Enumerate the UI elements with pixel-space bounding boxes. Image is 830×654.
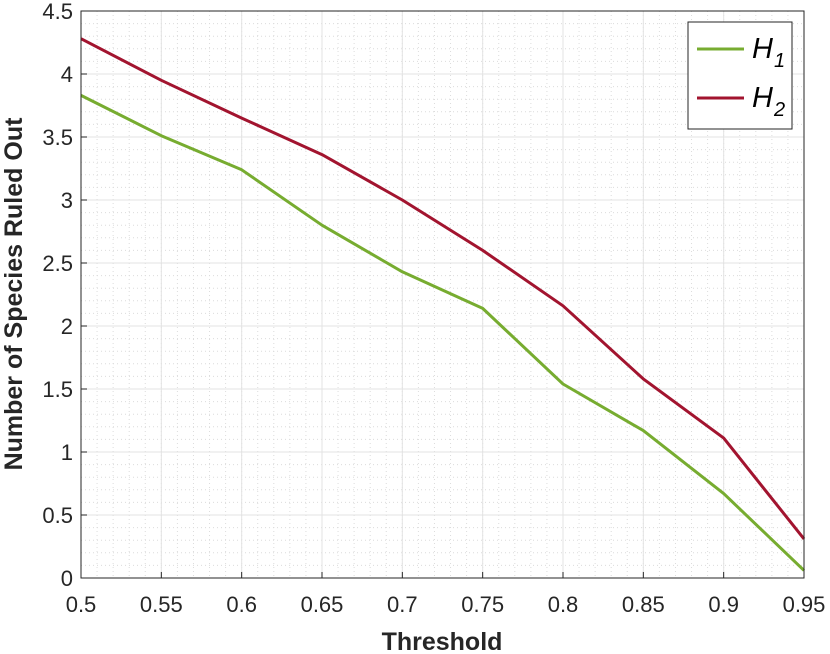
x-tick-label: 0.85 <box>622 592 665 617</box>
x-axis-ticks: 0.5 0.55 0.6 0.65 0.7 0.75 0.8 0.85 0.9 0.95 <box>66 572 826 617</box>
x-tick-label: 0.6 <box>226 592 257 617</box>
y-tick-label: 4.5 <box>42 0 73 24</box>
y-tick-label: 1 <box>61 440 73 465</box>
x-tick-label: 0.9 <box>708 592 739 617</box>
x-axis-title: Threshold <box>382 628 503 654</box>
y-tick-label: 2.5 <box>42 251 73 276</box>
y-tick-label: 4 <box>61 62 73 87</box>
y-axis-title: Number of Species Ruled Out <box>0 117 28 471</box>
y-tick-label: 0.5 <box>42 503 73 528</box>
legend-box <box>687 21 793 130</box>
y-tick-label: 0 <box>61 566 73 591</box>
legend: H1 H2 <box>687 21 793 130</box>
minor-grid <box>80 10 805 579</box>
y-axis-ticks: 0 0.5 1 1.5 2 2.5 3 3.5 4 4.5 <box>42 0 87 591</box>
series-line-h2 <box>80 37 806 540</box>
series-layer <box>80 37 806 572</box>
x-tick-label: 0.7 <box>387 592 418 617</box>
legend-label-h2: H2 <box>752 82 785 121</box>
major-grid <box>80 10 805 579</box>
x-tick-label: 0.55 <box>140 592 183 617</box>
x-tick-label: 0.5 <box>66 592 97 617</box>
y-tick-label: 3.5 <box>42 125 73 150</box>
x-tick-label: 0.65 <box>301 592 344 617</box>
y-tick-label: 1.5 <box>42 377 73 402</box>
x-tick-label: 0.75 <box>461 592 504 617</box>
y-tick-label: 2 <box>61 314 73 339</box>
plot-frame <box>80 10 805 579</box>
series-line-h1 <box>80 94 806 572</box>
x-tick-label: 0.8 <box>548 592 579 617</box>
y-tick-label: 3 <box>61 188 73 213</box>
legend-label-h1: H1 <box>752 33 785 72</box>
x-tick-label: 0.95 <box>783 592 826 617</box>
